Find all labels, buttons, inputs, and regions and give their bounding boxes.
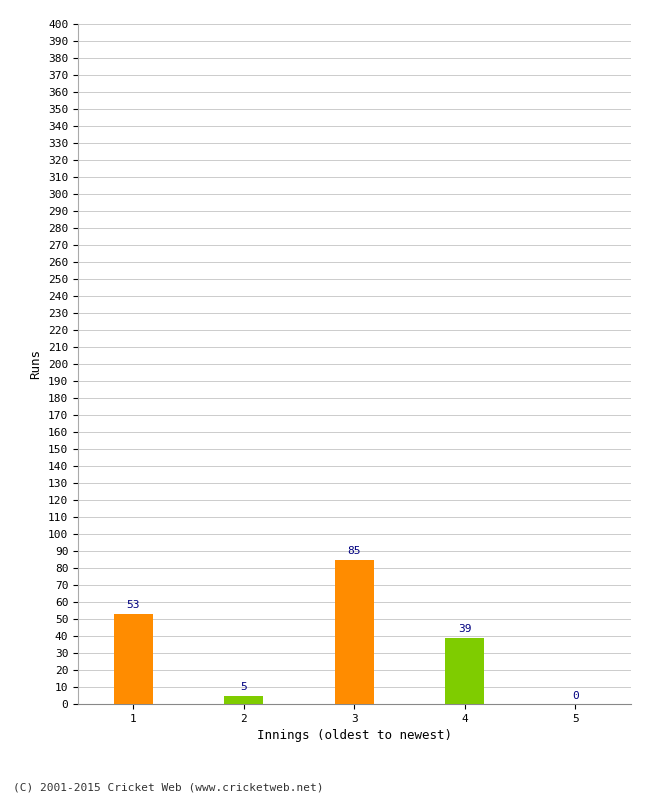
Bar — [224, 695, 263, 704]
Text: 0: 0 — [572, 690, 578, 701]
Text: (C) 2001-2015 Cricket Web (www.cricketweb.net): (C) 2001-2015 Cricket Web (www.cricketwe… — [13, 782, 324, 792]
Bar — [114, 614, 153, 704]
Text: 39: 39 — [458, 624, 471, 634]
Text: 5: 5 — [240, 682, 247, 692]
X-axis label: Innings (oldest to newest): Innings (oldest to newest) — [257, 730, 452, 742]
Text: 85: 85 — [348, 546, 361, 556]
Text: 53: 53 — [127, 601, 140, 610]
Y-axis label: Runs: Runs — [29, 349, 42, 379]
Bar — [335, 559, 374, 704]
Bar — [445, 638, 484, 704]
